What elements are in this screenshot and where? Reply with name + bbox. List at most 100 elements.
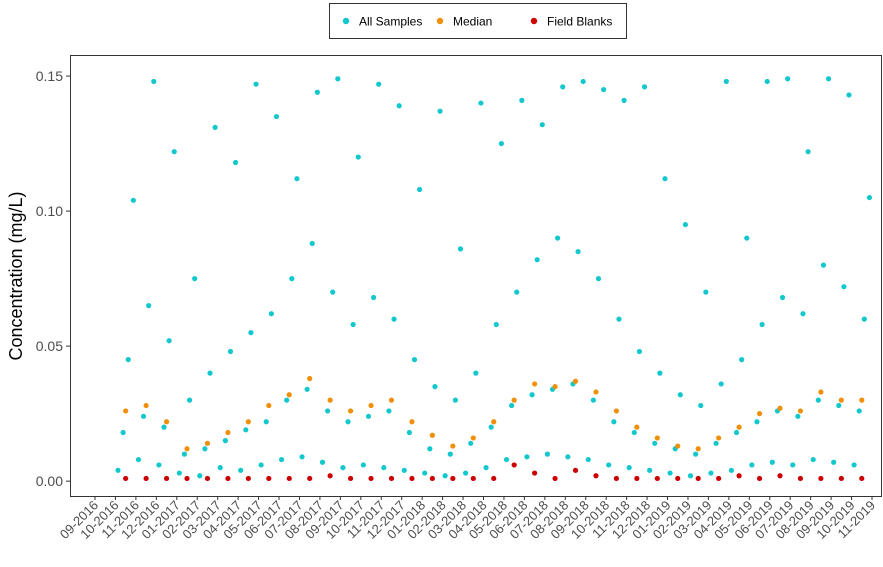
point xyxy=(115,467,121,473)
point xyxy=(299,454,305,460)
point xyxy=(488,424,494,430)
y-tick-label: 0.15 xyxy=(36,68,63,84)
point xyxy=(324,408,331,414)
point xyxy=(641,84,648,90)
point xyxy=(859,475,865,482)
point xyxy=(123,408,129,414)
point xyxy=(273,113,280,120)
point xyxy=(381,465,387,471)
point xyxy=(391,316,397,322)
point xyxy=(601,86,607,93)
point xyxy=(248,330,254,336)
point xyxy=(818,475,824,482)
point xyxy=(675,475,681,482)
plot-panel xyxy=(70,55,882,497)
point xyxy=(120,429,126,436)
point xyxy=(838,475,844,482)
point xyxy=(503,456,510,463)
point xyxy=(769,459,775,465)
point xyxy=(856,408,862,414)
point xyxy=(756,411,763,417)
point xyxy=(841,284,847,290)
point xyxy=(463,470,469,476)
point xyxy=(580,78,586,85)
point xyxy=(429,475,435,482)
point xyxy=(222,438,228,444)
point xyxy=(616,316,622,322)
point xyxy=(478,100,484,106)
point xyxy=(330,289,336,295)
point xyxy=(327,397,333,403)
point xyxy=(409,475,415,482)
point xyxy=(749,462,755,468)
point xyxy=(253,81,259,87)
legend-marker xyxy=(436,17,444,25)
legend: All Samples Median Field Blanks xyxy=(329,3,627,39)
point xyxy=(695,475,701,482)
point xyxy=(307,375,313,382)
point xyxy=(386,408,392,414)
point xyxy=(422,470,428,476)
point xyxy=(498,140,504,147)
point xyxy=(376,81,382,87)
point xyxy=(483,465,489,471)
point xyxy=(698,402,704,409)
y-tick-label: 0.05 xyxy=(36,338,63,354)
point xyxy=(123,475,129,482)
point xyxy=(365,413,372,419)
y-tick-label: 0.00 xyxy=(36,473,63,489)
point xyxy=(289,276,295,282)
point xyxy=(539,122,545,128)
point xyxy=(286,392,292,398)
point xyxy=(156,462,162,468)
point xyxy=(429,432,435,438)
point xyxy=(836,402,842,409)
point xyxy=(294,176,300,182)
point xyxy=(693,451,699,457)
legend-box xyxy=(329,3,627,39)
point xyxy=(473,370,479,376)
point xyxy=(327,473,333,479)
point xyxy=(631,429,637,436)
point xyxy=(634,424,640,430)
point xyxy=(491,475,497,482)
point xyxy=(555,235,561,241)
point xyxy=(181,451,188,457)
point xyxy=(470,475,476,482)
point xyxy=(675,443,681,449)
point xyxy=(238,467,244,473)
point xyxy=(544,451,550,457)
point xyxy=(585,456,591,463)
point xyxy=(417,186,423,193)
point xyxy=(176,470,182,476)
point xyxy=(232,159,239,166)
point xyxy=(825,76,832,82)
point xyxy=(511,397,517,403)
point xyxy=(744,235,750,241)
point xyxy=(204,440,211,446)
point xyxy=(716,475,722,482)
point xyxy=(347,475,354,482)
point xyxy=(805,149,811,155)
point xyxy=(192,276,198,282)
point xyxy=(797,408,804,414)
point xyxy=(779,294,786,301)
point xyxy=(838,397,844,403)
point xyxy=(552,475,558,482)
point xyxy=(785,76,791,82)
point xyxy=(815,397,821,403)
point xyxy=(258,462,264,468)
point xyxy=(186,397,193,403)
point xyxy=(286,475,292,482)
point xyxy=(225,475,231,482)
point xyxy=(143,402,149,409)
point xyxy=(340,465,346,471)
point xyxy=(125,357,131,363)
y-tick-label: 0.10 xyxy=(36,203,63,219)
point xyxy=(736,473,742,479)
point xyxy=(184,446,190,452)
point xyxy=(797,475,804,482)
point xyxy=(151,78,157,85)
point xyxy=(140,413,147,419)
